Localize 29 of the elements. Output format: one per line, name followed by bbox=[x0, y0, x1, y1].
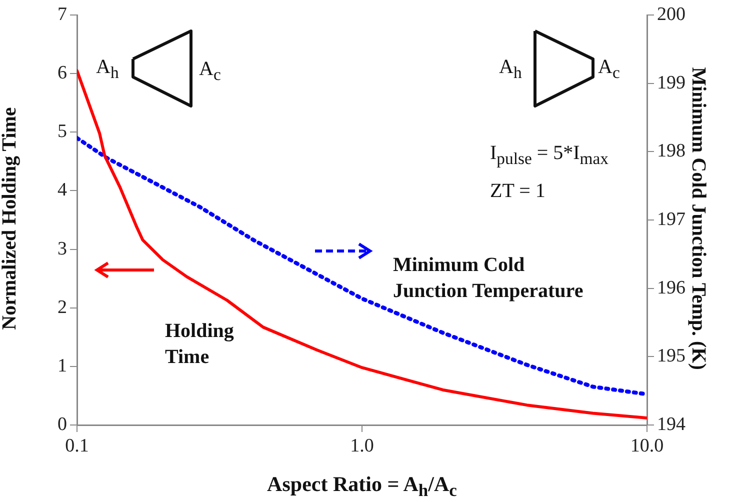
annotation: I$_{pulse}$ = 5*I$_{max}$ bbox=[490, 142, 608, 169]
series-label: Minimum Cold Junction Temperature bbox=[393, 253, 584, 304]
y2-tick-label: 195 bbox=[657, 346, 686, 367]
y2-tick-label: 199 bbox=[657, 72, 686, 94]
x-tick-label: 10.0 bbox=[630, 435, 664, 456]
y2-tick-label: 198 bbox=[657, 140, 686, 162]
annotation: ZT = 1 bbox=[490, 180, 546, 203]
annotation: A$_{h}$ bbox=[499, 56, 522, 83]
y-tick-label: 6 bbox=[58, 62, 67, 84]
annotation: A$_{c}$ bbox=[199, 58, 221, 85]
y-tick-label: 3 bbox=[58, 238, 67, 260]
y2-tick-label: 194 bbox=[657, 414, 686, 435]
y-tick-label: 7 bbox=[58, 4, 67, 25]
y-tick-label: 5 bbox=[58, 121, 67, 142]
y2-tick-label: 197 bbox=[657, 208, 686, 230]
series-label: Holding Time bbox=[165, 319, 234, 370]
x-axis-title: Aspect Ratio = A$_{h}$/A$_{c}$ bbox=[266, 472, 458, 502]
y2-axis-title: Minimum Cold Junction Temp. (K) bbox=[686, 66, 710, 372]
x-tick-label: 1.0 bbox=[350, 435, 374, 456]
y2-tick-label: 196 bbox=[657, 277, 686, 298]
annotation: A$_{c}$ bbox=[598, 56, 620, 83]
y2-tick-label: 200 bbox=[657, 4, 686, 25]
y-tick-label: 0 bbox=[58, 414, 67, 435]
y-tick-label: 4 bbox=[58, 180, 68, 201]
y-axis-title: Normalized Holding Time bbox=[0, 106, 22, 332]
annotation: A$_{h}$ bbox=[96, 56, 119, 83]
y-tick-label: 2 bbox=[58, 296, 67, 318]
x-tick-label: 0.1 bbox=[65, 435, 89, 456]
y-tick-label: 1 bbox=[58, 355, 67, 376]
